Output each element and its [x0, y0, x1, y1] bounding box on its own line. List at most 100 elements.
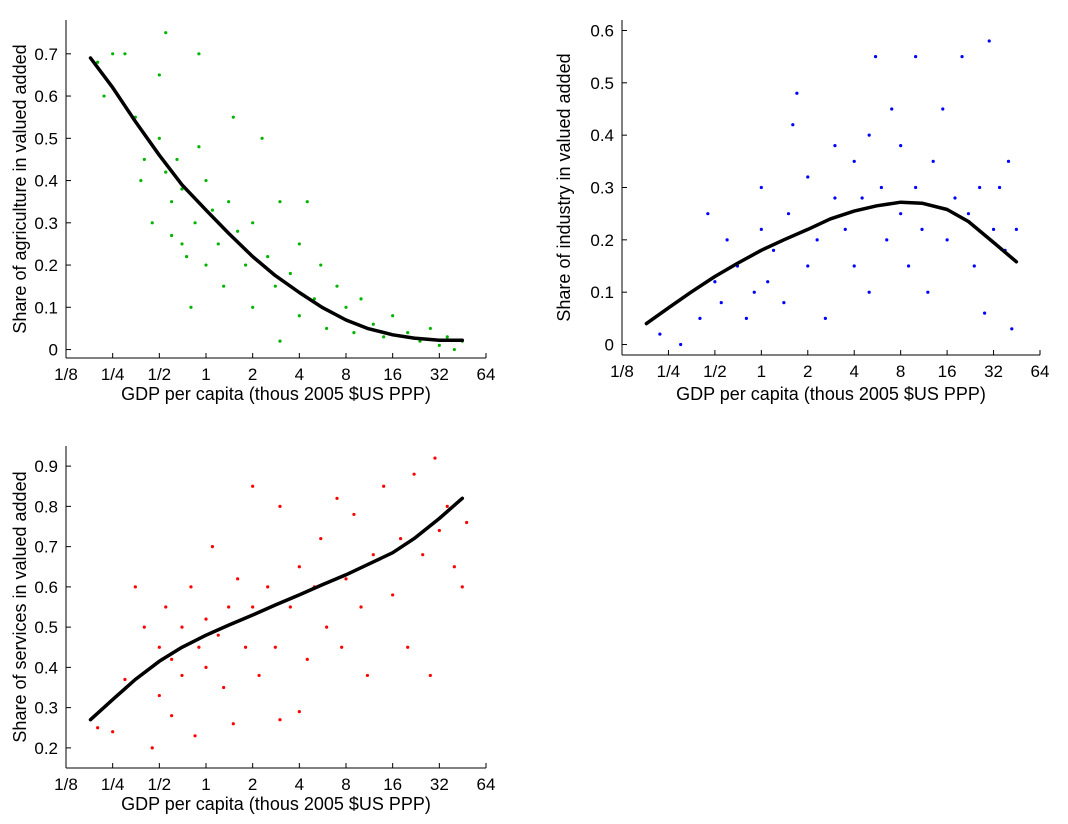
services-data-point	[398, 536, 403, 541]
industry-data-point	[706, 212, 710, 216]
agriculture-data-point	[243, 263, 248, 267]
services-data-point	[170, 657, 174, 661]
y-tick-label: 0	[605, 336, 614, 355]
industry-data-point	[698, 316, 702, 320]
industry-data-point	[1006, 159, 1011, 163]
y-tick-label: 0.3	[34, 214, 58, 233]
industry-share-panel: 1/8 1/4 1/2 1 2 4 8 16 32 64 0 0.1 0.2 0.3 0.4 0.5 0.6 GD…	[554, 20, 1049, 404]
y-tick-label: 0.7	[34, 45, 58, 64]
agriculture-data-point	[319, 263, 323, 267]
x-tick-label: 1/8	[54, 365, 78, 384]
agriculture-data-point	[197, 52, 201, 56]
y-tick-label: 0.1	[34, 298, 58, 317]
services-data-point	[142, 625, 146, 629]
industry-data-point	[791, 123, 795, 127]
agriculture-data-point	[189, 305, 193, 309]
services-data-point	[359, 605, 363, 609]
agriculture-data-point	[273, 284, 277, 288]
y-tick-label: 0.6	[590, 21, 614, 40]
agriculture-data-point	[278, 200, 282, 204]
industry-data-point	[914, 55, 918, 59]
x-axis-label: GDP per capita (thous 2005 $US PPP)	[676, 384, 986, 404]
agriculture-data-point	[382, 335, 386, 339]
agriculture-data-point	[210, 208, 215, 212]
industry-data-point	[833, 196, 837, 200]
y-tick-label: 0	[49, 341, 58, 360]
services-data-point	[157, 645, 161, 649]
y-tick-label: 0.5	[34, 129, 58, 148]
services-data-point	[170, 714, 174, 718]
services-data-point	[193, 734, 197, 738]
x-tick-label: 1/2	[148, 775, 172, 794]
agriculture-data-point	[204, 178, 208, 183]
services-data-point	[227, 605, 231, 609]
services-data-point	[266, 585, 270, 589]
agriculture-data-point	[96, 60, 100, 64]
industry-data-point	[725, 238, 729, 242]
services-data-point	[421, 553, 425, 557]
agriculture-data-point	[437, 343, 441, 347]
y-tick-label: 0.3	[34, 699, 58, 718]
services-data-point	[305, 657, 309, 661]
y-tick-label: 0.4	[34, 658, 58, 677]
services-data-point	[251, 605, 255, 609]
industry-data-point	[879, 185, 883, 190]
agriculture-data-point	[305, 200, 309, 204]
industry-data-point	[978, 185, 982, 190]
services-data-point	[164, 605, 168, 609]
industry-data-point	[983, 311, 987, 315]
x-tick-label: 4	[849, 362, 858, 381]
industry-data-point	[679, 342, 683, 347]
y-tick-label: 0.2	[590, 231, 614, 250]
services-data-point	[335, 496, 339, 500]
agriculture-data-point	[164, 170, 168, 174]
x-tick-label: 8	[896, 362, 905, 381]
services-data-point	[325, 625, 329, 629]
industry-data-point	[843, 227, 847, 231]
services-data-point	[340, 645, 344, 649]
services-data-point	[216, 633, 220, 637]
industry-data-point	[852, 159, 856, 163]
services-data-point	[406, 645, 410, 649]
services-data-point	[352, 512, 356, 517]
industry-data-point	[719, 301, 723, 305]
x-tick-label: 1/8	[54, 775, 78, 794]
industry-data-point	[658, 332, 662, 336]
services-data-point	[382, 484, 386, 488]
x-tick-label: 1/2	[703, 362, 727, 381]
agriculture-data-point	[406, 331, 410, 335]
x-axis-label: GDP per capita (thous 2005 $US PPP)	[121, 384, 431, 404]
x-tick-label: 2	[248, 365, 257, 384]
agriculture-data-point	[428, 326, 432, 331]
services-data-point	[319, 536, 323, 541]
services-data-point	[297, 710, 301, 714]
services-data-point	[189, 585, 193, 589]
services-data-point	[273, 645, 277, 649]
agriculture-data-point	[266, 255, 270, 259]
industry-data-point	[771, 248, 776, 252]
services-data-point	[460, 585, 464, 589]
services-data-point	[288, 605, 292, 609]
services-data-point	[391, 593, 395, 597]
services-data-point	[123, 677, 127, 682]
industry-data-point	[931, 159, 935, 163]
agriculture-data-point	[227, 200, 231, 204]
agriculture-data-point	[359, 297, 363, 301]
x-tick-label: 1	[757, 362, 766, 381]
services-data-point	[210, 545, 215, 549]
industry-data-point	[744, 316, 748, 320]
y-axis-label: Share of industry in valued added	[554, 53, 574, 321]
x-tick-label: 64	[1031, 362, 1050, 381]
industry-data-point	[966, 212, 971, 216]
industry-data-point	[815, 238, 819, 242]
y-tick-label: 0.6	[34, 87, 58, 106]
industry-data-point	[945, 238, 949, 242]
industry-data-point	[786, 212, 791, 216]
x-tick-label: 1/4	[657, 362, 681, 381]
agriculture-data-point	[170, 233, 174, 238]
agriculture-data-point	[371, 322, 375, 326]
agriculture-data-point	[185, 255, 189, 259]
industry-data-point	[953, 196, 957, 200]
agriculture-data-point	[278, 339, 282, 343]
